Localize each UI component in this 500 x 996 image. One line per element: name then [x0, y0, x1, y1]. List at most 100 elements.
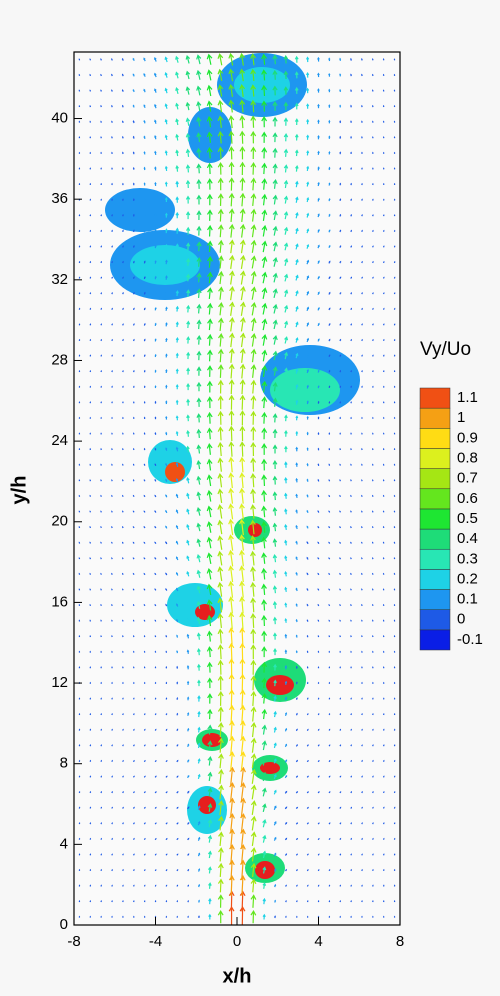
vector-arrow	[165, 259, 168, 265]
vector-arrow	[207, 240, 213, 253]
vector-arrow	[143, 822, 146, 825]
vector-arrow	[186, 696, 190, 701]
vector-arrow	[206, 53, 213, 65]
vector-arrow	[250, 301, 257, 316]
vector-arrow	[218, 847, 224, 862]
vector-arrow	[165, 415, 168, 420]
vector-arrow	[350, 89, 352, 92]
vector-arrow	[175, 243, 180, 250]
vector-arrow	[111, 292, 113, 295]
vector-arrow	[261, 505, 267, 518]
vector-arrow	[284, 351, 289, 360]
vector-arrow	[206, 365, 213, 377]
vector-arrow	[164, 56, 168, 63]
vector-arrow	[111, 151, 113, 154]
vector-arrow	[328, 416, 331, 420]
vector-arrow	[165, 369, 168, 374]
vector-arrow	[165, 228, 168, 234]
vector-arrow	[284, 618, 288, 623]
vector-arrow	[350, 151, 352, 155]
vector-arrow	[328, 744, 331, 747]
vector-arrow	[154, 353, 157, 358]
vector-arrow	[186, 633, 190, 639]
vector-arrow	[272, 397, 278, 407]
vector-arrow	[228, 425, 235, 442]
colorbar-swatch	[419, 448, 451, 469]
vector-arrow	[122, 557, 124, 560]
vector-arrow	[250, 737, 257, 753]
vector-arrow	[317, 291, 320, 296]
vector-arrow	[306, 71, 310, 78]
vector-arrow	[132, 120, 135, 124]
vector-arrow	[240, 766, 246, 787]
vector-arrow	[306, 759, 309, 763]
contour-patch	[248, 523, 262, 537]
vector-arrow	[239, 627, 246, 645]
vector-arrow	[228, 379, 235, 395]
vector-arrow	[272, 600, 278, 609]
vector-arrow	[295, 884, 298, 887]
y-tick-label: 12	[51, 674, 68, 691]
vector-arrow	[283, 133, 289, 142]
vector-arrow	[228, 472, 235, 489]
vector-arrow	[206, 100, 213, 112]
vector-arrow	[122, 510, 124, 513]
vector-arrow	[187, 790, 190, 794]
vector-arrow	[306, 462, 309, 467]
vector-arrow	[154, 322, 157, 327]
vector-arrow	[132, 572, 135, 576]
vector-arrow	[261, 771, 267, 782]
vector-arrow	[217, 395, 224, 410]
vector-arrow	[186, 665, 190, 670]
vector-arrow	[261, 521, 267, 533]
vector-arrow	[165, 868, 168, 872]
vector-arrow	[206, 614, 213, 627]
vector-arrow	[272, 491, 278, 501]
vector-arrow	[228, 52, 235, 66]
vector-arrow	[133, 229, 135, 233]
vector-arrow	[122, 167, 124, 170]
vector-arrow	[273, 663, 277, 671]
vector-arrow	[132, 822, 135, 825]
vector-arrow	[132, 338, 135, 342]
contour-patch	[165, 462, 185, 482]
vector-arrow	[217, 410, 224, 425]
vector-arrow	[295, 509, 298, 514]
vector-arrow	[197, 852, 201, 857]
vector-arrow	[165, 494, 168, 498]
vector-arrow	[175, 180, 179, 188]
vector-arrow	[306, 212, 310, 218]
vector-arrow	[261, 443, 268, 455]
vector-arrow	[284, 289, 289, 298]
vector-arrow	[339, 213, 342, 217]
colorbar-label: 1.1	[457, 389, 478, 406]
vector-arrow	[133, 401, 135, 404]
vector-arrow	[285, 884, 287, 887]
vector-arrow	[261, 411, 268, 424]
colorbar-swatch	[419, 407, 451, 429]
vector-arrow	[206, 646, 213, 658]
vector-arrow	[261, 256, 268, 268]
vector-arrow	[165, 290, 168, 296]
vector-arrow	[350, 229, 353, 233]
vector-arrow	[165, 509, 168, 514]
vector-arrow	[165, 478, 168, 482]
vector-arrow	[196, 163, 202, 174]
y-tick-label: 28	[51, 351, 68, 368]
vector-arrow	[295, 587, 298, 592]
x-tick-label: 4	[314, 933, 322, 950]
vector-arrow	[154, 88, 157, 93]
vector-arrow	[154, 338, 157, 342]
vector-arrow	[339, 245, 342, 248]
vector-arrow	[218, 768, 224, 784]
vector-arrow	[239, 52, 245, 66]
vector-arrow	[217, 457, 224, 472]
vector-arrow	[165, 541, 168, 545]
vector-arrow	[328, 463, 331, 466]
vector-arrow	[217, 68, 224, 82]
vector-arrow	[250, 550, 256, 566]
vector-arrow	[197, 758, 201, 764]
vector-arrow	[273, 632, 277, 640]
vector-arrow	[317, 150, 320, 155]
vector-arrow	[207, 740, 213, 751]
